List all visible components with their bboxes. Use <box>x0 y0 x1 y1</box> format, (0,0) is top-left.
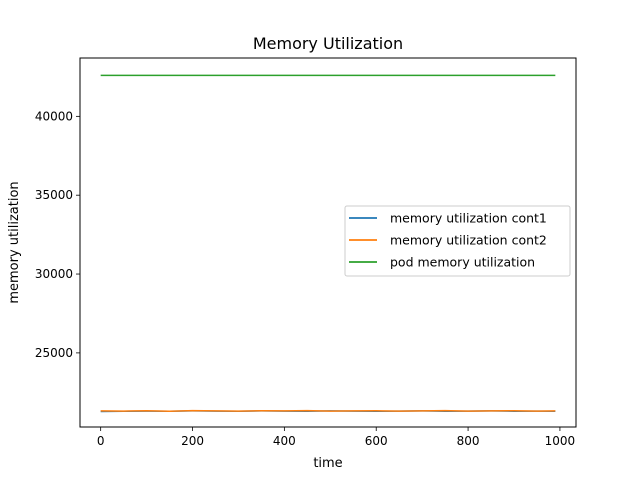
x-tick-label: 200 <box>181 434 204 448</box>
x-tick-label: 0 <box>97 434 105 448</box>
x-axis-ticks: 0 200 400 600 800 1000 <box>97 427 575 448</box>
legend-label-3: pod memory utilization <box>390 255 535 270</box>
series-layer <box>100 74 556 413</box>
legend-box <box>344 205 571 277</box>
series-line-2 <box>100 409 556 412</box>
x-tick-label: 600 <box>365 434 388 448</box>
legend-label-2: memory utilization cont2 <box>390 233 547 248</box>
x-tick-label: 400 <box>273 434 296 448</box>
y-tick-label: 40000 <box>35 109 73 123</box>
y-axis-ticks: 25000 30000 35000 40000 <box>35 109 80 360</box>
legend: memory utilization cont1 memory utilizati… <box>344 205 571 277</box>
x-tick-label: 800 <box>457 434 480 448</box>
y-tick-label: 25000 <box>35 346 73 360</box>
x-tick-label: 1000 <box>545 434 576 448</box>
y-axis-label: memory utilization <box>7 181 22 303</box>
y-tick-label: 35000 <box>35 188 73 202</box>
y-tick-label: 30000 <box>35 267 73 281</box>
legend-label-1: memory utilization cont1 <box>390 211 547 226</box>
plot-area <box>79 57 577 428</box>
axes-frame <box>79 57 577 428</box>
chart-title: Memory Utilization <box>253 34 403 53</box>
x-axis-label: time <box>313 456 342 471</box>
